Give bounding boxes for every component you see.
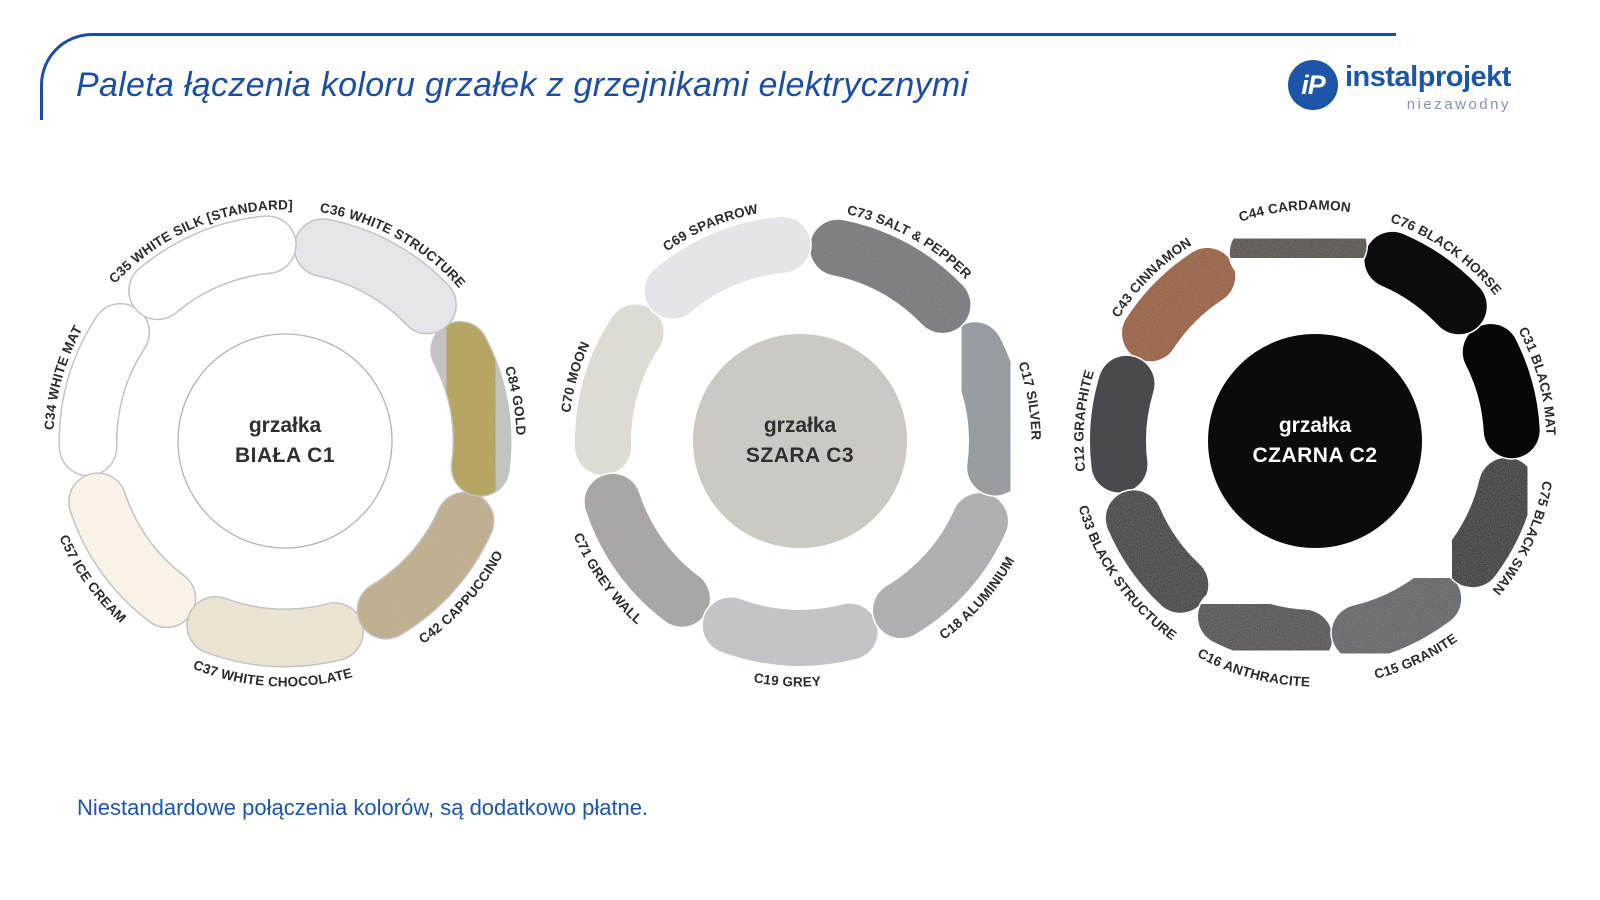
center-disc xyxy=(693,334,907,548)
segment-c44 xyxy=(1229,216,1367,281)
segment-c17 xyxy=(946,322,1025,496)
brand-logo-monogram: iP xyxy=(1301,69,1325,100)
palette-ring xyxy=(58,215,512,668)
center-label-line2: BIAŁA C1 xyxy=(235,444,335,467)
center-label-line1: grzałka xyxy=(764,414,837,437)
center-label-line2: SZARA C3 xyxy=(746,444,854,467)
palette-chart-biala-c1: C35 WHITE SILK [STANDARD] C36 WHITE STRUC… xyxy=(35,191,535,691)
segment-c15 xyxy=(1331,570,1462,661)
segment-c71 xyxy=(584,473,710,627)
center-disc xyxy=(1208,334,1422,548)
palette-donut: C35 WHITE SILK [STANDARD] C36 WHITE STRUC… xyxy=(42,197,529,689)
segment-c73 xyxy=(810,219,971,333)
segment-c42 xyxy=(358,493,493,639)
segment-c35 xyxy=(129,216,296,319)
segment-c70 xyxy=(575,304,664,475)
segment-c12 xyxy=(1090,355,1155,493)
segment-c43 xyxy=(1122,248,1236,362)
segment-c75 xyxy=(1444,457,1535,588)
palette-chart-czarna-c2: C44 CARDAMON C76 BLACK HORSE C31 BLACK MAT… xyxy=(1065,191,1565,691)
segment-c84 xyxy=(431,322,510,496)
center-disc xyxy=(177,333,393,549)
segment-c36 xyxy=(295,219,456,333)
palette-ring xyxy=(1088,214,1542,668)
center-label-line1: grzałka xyxy=(1279,414,1352,437)
segment-c18 xyxy=(873,493,1008,639)
page-title: Paleta łączenia koloru grzałek z grzejni… xyxy=(76,66,969,104)
segment-c31 xyxy=(1462,324,1540,459)
palette-ring xyxy=(573,215,1027,668)
segment-c57 xyxy=(69,473,195,627)
palette-chart-szara-c3: C69 SPARROW C73 SALT & PEPPER C17 SILVER C1… xyxy=(550,191,1050,691)
segment-c37 xyxy=(187,597,363,666)
center-label-line1: grzałka xyxy=(249,414,322,437)
brand-name: instalprojekt xyxy=(1345,61,1511,93)
segment-c76 xyxy=(1364,231,1487,335)
brand-tagline: niezawodny xyxy=(1406,96,1511,113)
segment-c19 xyxy=(702,597,878,666)
brand-logo-text: instalprojekt niezawodny xyxy=(1345,60,1511,113)
segment-c16 xyxy=(1198,588,1333,666)
center-label-line2: CZARNA C2 xyxy=(1252,444,1377,467)
header-corner-rule xyxy=(40,33,1396,120)
brand-logo: iP instalprojekt niezawodny xyxy=(1288,60,1511,113)
footer-note: Niestandardowe połączenia kolorów, są do… xyxy=(77,795,649,820)
segment-c69 xyxy=(644,216,811,319)
segment-c34 xyxy=(60,304,149,475)
brand-logo-icon: iP xyxy=(1288,60,1338,110)
segment-label-c19: C19 GREY xyxy=(753,670,822,689)
segment-c33 xyxy=(1105,490,1209,613)
